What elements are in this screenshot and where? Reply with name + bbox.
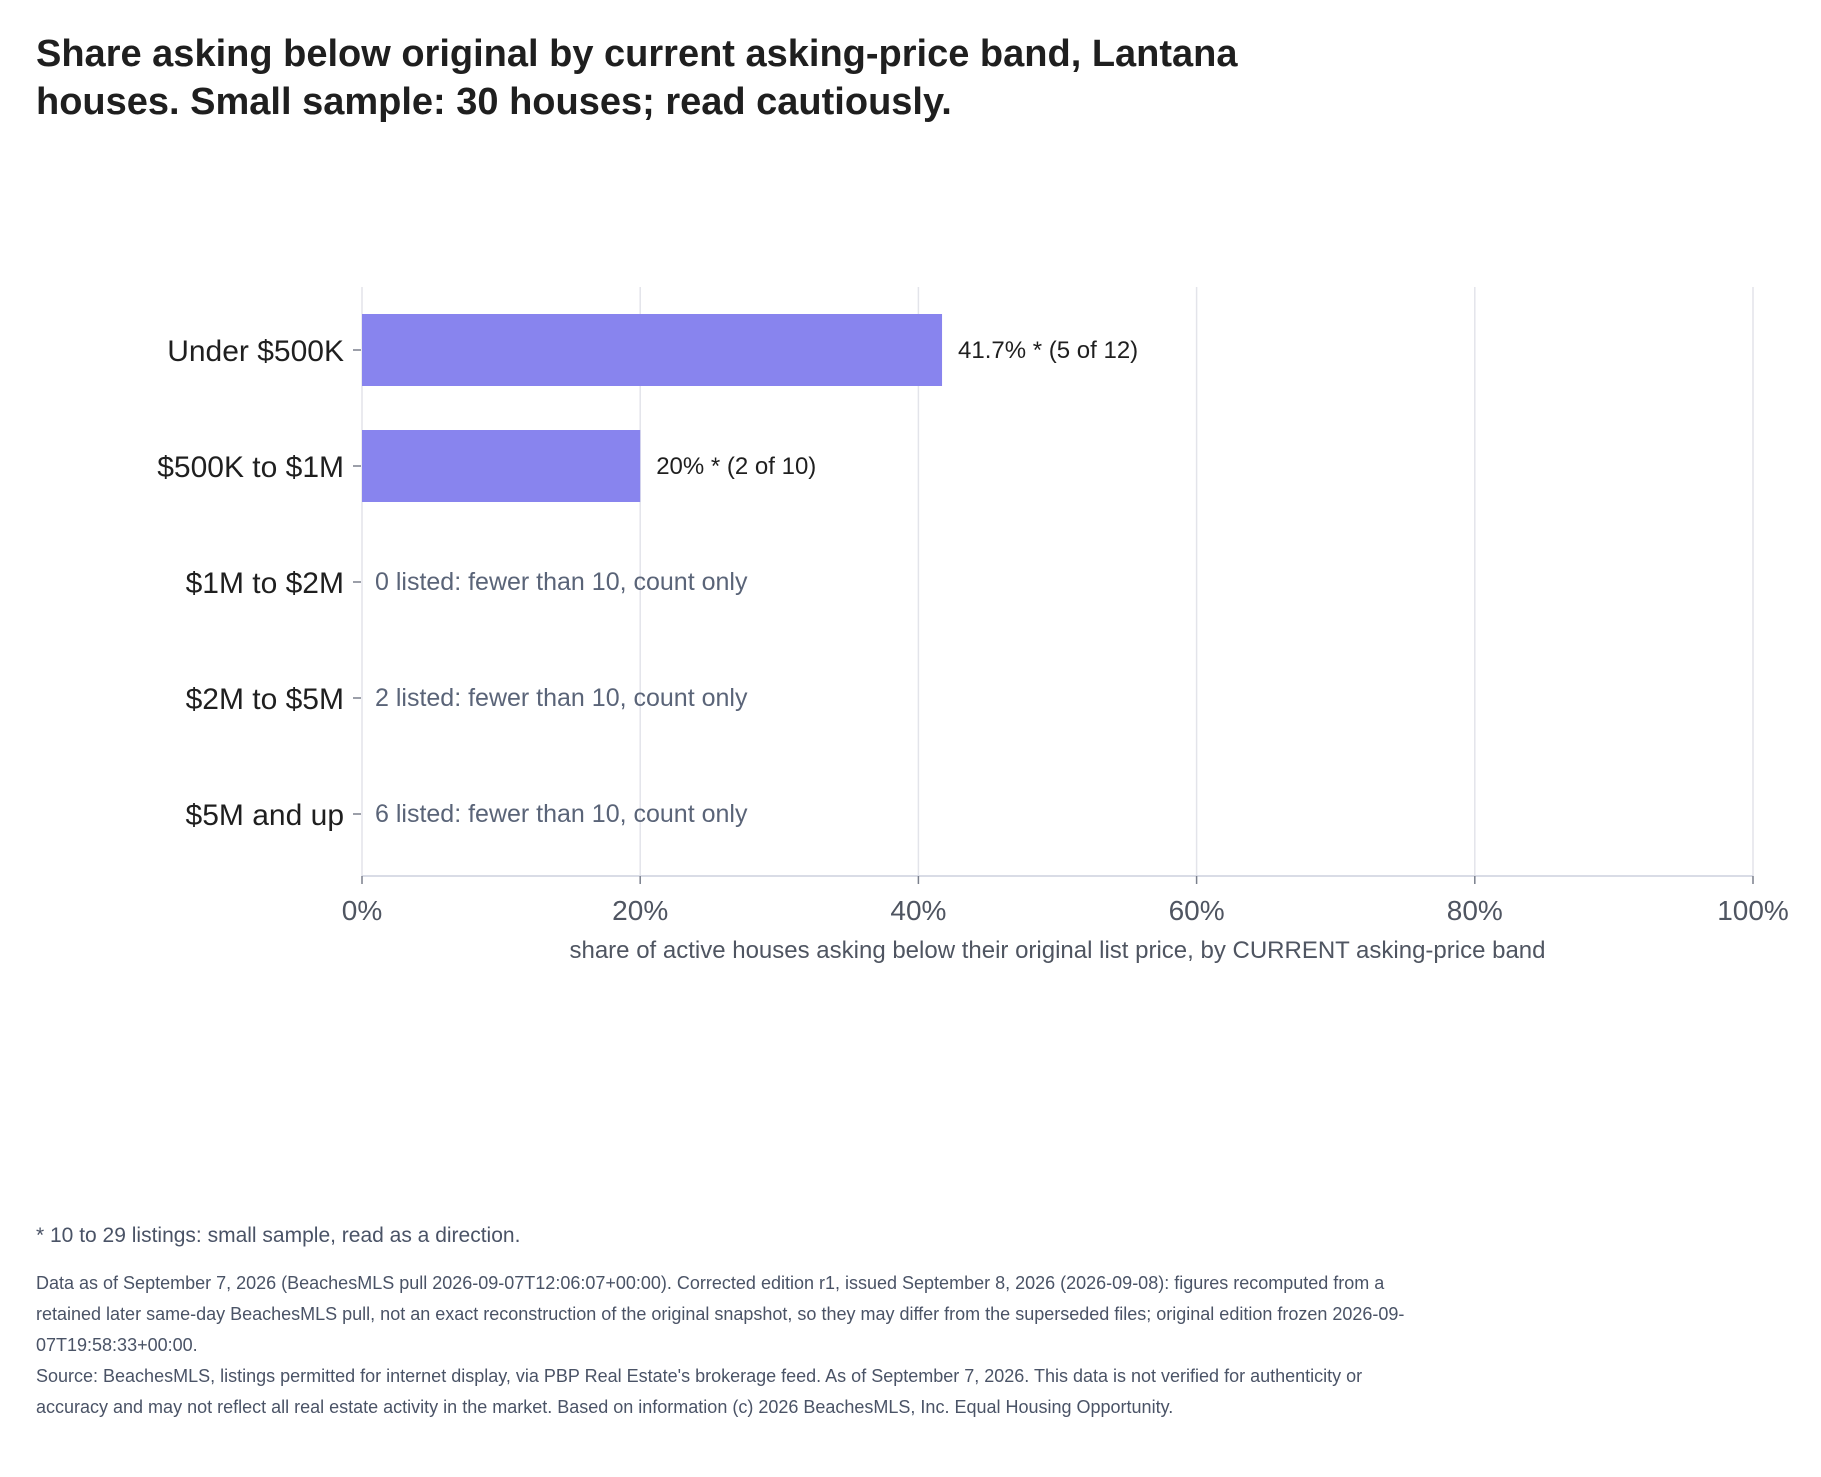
x-tick-label: 80% <box>1447 895 1503 926</box>
small-sample-footnote: * 10 to 29 listings: small sample, read … <box>36 1224 521 1247</box>
x-axis-title: share of active houses asking below thei… <box>569 937 1545 964</box>
x-tick-label: 100% <box>1717 895 1789 926</box>
bar-value-label: 41.7% * (5 of 12) <box>958 337 1138 364</box>
count-only-label: 0 listed: fewer than 10, count only <box>375 568 748 596</box>
category-label: $500K to $1M <box>157 451 344 484</box>
category-label: $5M and up <box>186 799 344 832</box>
category-label: $1M to $2M <box>186 567 344 600</box>
source-notes: Data as of September 7, 2026 (BeachesMLS… <box>36 1268 1436 1423</box>
bar-chart: 0% 20% 40% 60% 80% 100% share of active houses… <box>157 287 1789 964</box>
bar-value-label: 20% * (2 of 10) <box>656 453 816 480</box>
category-label: $2M to $5M <box>186 683 344 716</box>
x-tick-label: 60% <box>1169 895 1225 926</box>
data-as-of-note: Data as of September 7, 2026 (BeachesMLS… <box>36 1273 1405 1355</box>
count-only-label: 6 listed: fewer than 10, count only <box>375 800 748 828</box>
x-tick-label: 20% <box>612 895 668 926</box>
bar <box>362 314 943 386</box>
x-tick-label: 0% <box>342 895 382 926</box>
chart-title: Share asking below original by current a… <box>36 33 1238 123</box>
count-only-label: 2 listed: fewer than 10, count only <box>375 684 748 712</box>
source-note: Source: BeachesMLS, listings permitted f… <box>36 1366 1363 1417</box>
category-label: Under $500K <box>167 335 344 368</box>
bar <box>362 430 641 502</box>
x-tick-label: 40% <box>890 895 946 926</box>
